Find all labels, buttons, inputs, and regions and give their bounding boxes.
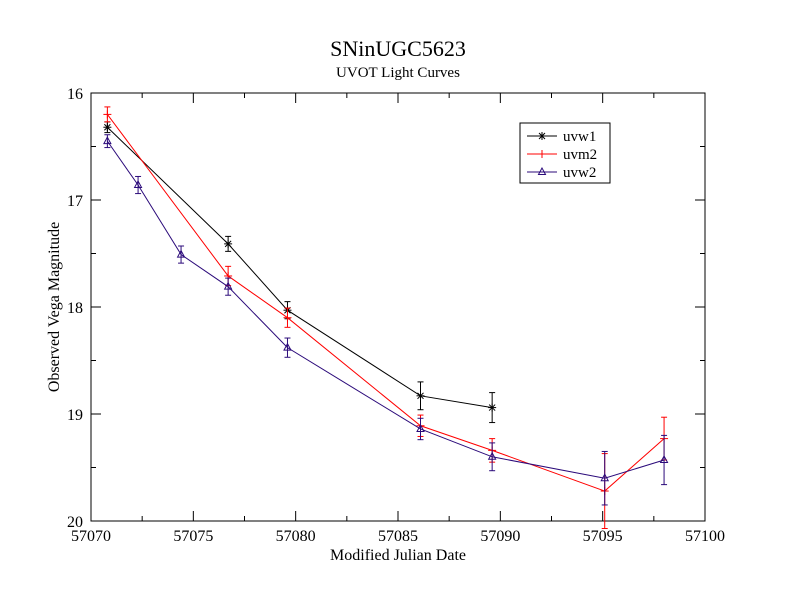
data-point: [416, 391, 425, 400]
chart-title: SNinUGC5623: [330, 36, 466, 61]
y-tick-label: 19: [67, 407, 83, 424]
data-point: [283, 342, 292, 351]
plot-frame: [90, 92, 706, 522]
y-tick-label: 17: [67, 193, 83, 210]
marker-stroke: [659, 454, 669, 464]
data-point: [223, 281, 233, 290]
y-tick-label: 18: [67, 300, 83, 317]
data-point: [659, 454, 669, 464]
marker-stroke: [103, 136, 112, 145]
data-point: [176, 249, 186, 258]
x-tick-label: 57075: [173, 528, 213, 545]
y-tick-label: 16: [67, 86, 83, 103]
marker-stroke: [176, 249, 186, 258]
x-tick-label: 57100: [685, 528, 725, 545]
y-axis-label: Observed Vega Magnitude: [46, 222, 63, 392]
legend: uvw1 uvm2 uvw2: [519, 122, 611, 184]
legend-marker: [538, 150, 546, 158]
x-tick-label: 57090: [480, 528, 520, 545]
data-point: [283, 313, 292, 322]
marker-stroke: [416, 423, 425, 432]
marker-stroke: [538, 132, 546, 140]
data-point: [224, 239, 233, 248]
marker-stroke: [600, 473, 610, 482]
marker-stroke: [488, 404, 496, 411]
marker-stroke: [133, 179, 143, 189]
marker-stroke: [417, 392, 424, 400]
legend-entry-uvw1: uvw1: [527, 129, 596, 145]
legend-label: uvw1: [563, 129, 596, 145]
legend-entry-uvm2: uvm2: [527, 147, 597, 163]
series-line-uvw1: [107, 126, 493, 409]
marker-stroke: [224, 240, 232, 248]
x-axis-label: Modified Julian Date: [330, 547, 466, 564]
series-layer: [103, 106, 669, 529]
x-axis-ticks: 57070 57075 57080 57085 57090 57095 57100: [71, 93, 725, 545]
marker-stroke: [283, 342, 292, 351]
marker-stroke: [104, 123, 111, 131]
x-tick-label: 57095: [583, 528, 623, 545]
series-line-uvw2: [106, 140, 665, 479]
legend-marker: [537, 166, 547, 175]
x-tick-label: 57070: [71, 528, 111, 545]
data-point: [103, 110, 112, 119]
series-uvw1: [103, 121, 497, 424]
data-point: [488, 403, 497, 412]
data-point: [487, 451, 497, 460]
legend-marker: [538, 132, 546, 140]
legend-label: uvw2: [563, 165, 596, 181]
marker-stroke: [537, 166, 547, 175]
chart-subtitle: UVOT Light Curves: [336, 65, 460, 81]
x-tick-label: 57085: [378, 528, 418, 545]
data-point: [416, 423, 425, 432]
data-point: [133, 179, 143, 189]
data-point: [103, 136, 112, 145]
y-tick-label: 20: [67, 514, 83, 531]
data-point: [103, 123, 112, 132]
series-uvw2: [103, 134, 669, 506]
legend-label: uvm2: [563, 147, 597, 163]
y-axis-ticks: 16 17 18 19 20: [67, 86, 705, 531]
x-tick-label: 57080: [276, 528, 316, 545]
marker-stroke: [223, 281, 233, 290]
data-point: [600, 473, 610, 482]
legend-entry-uvw2: uvw2: [527, 165, 596, 181]
legend-box: [519, 122, 611, 184]
marker-stroke: [487, 451, 497, 460]
